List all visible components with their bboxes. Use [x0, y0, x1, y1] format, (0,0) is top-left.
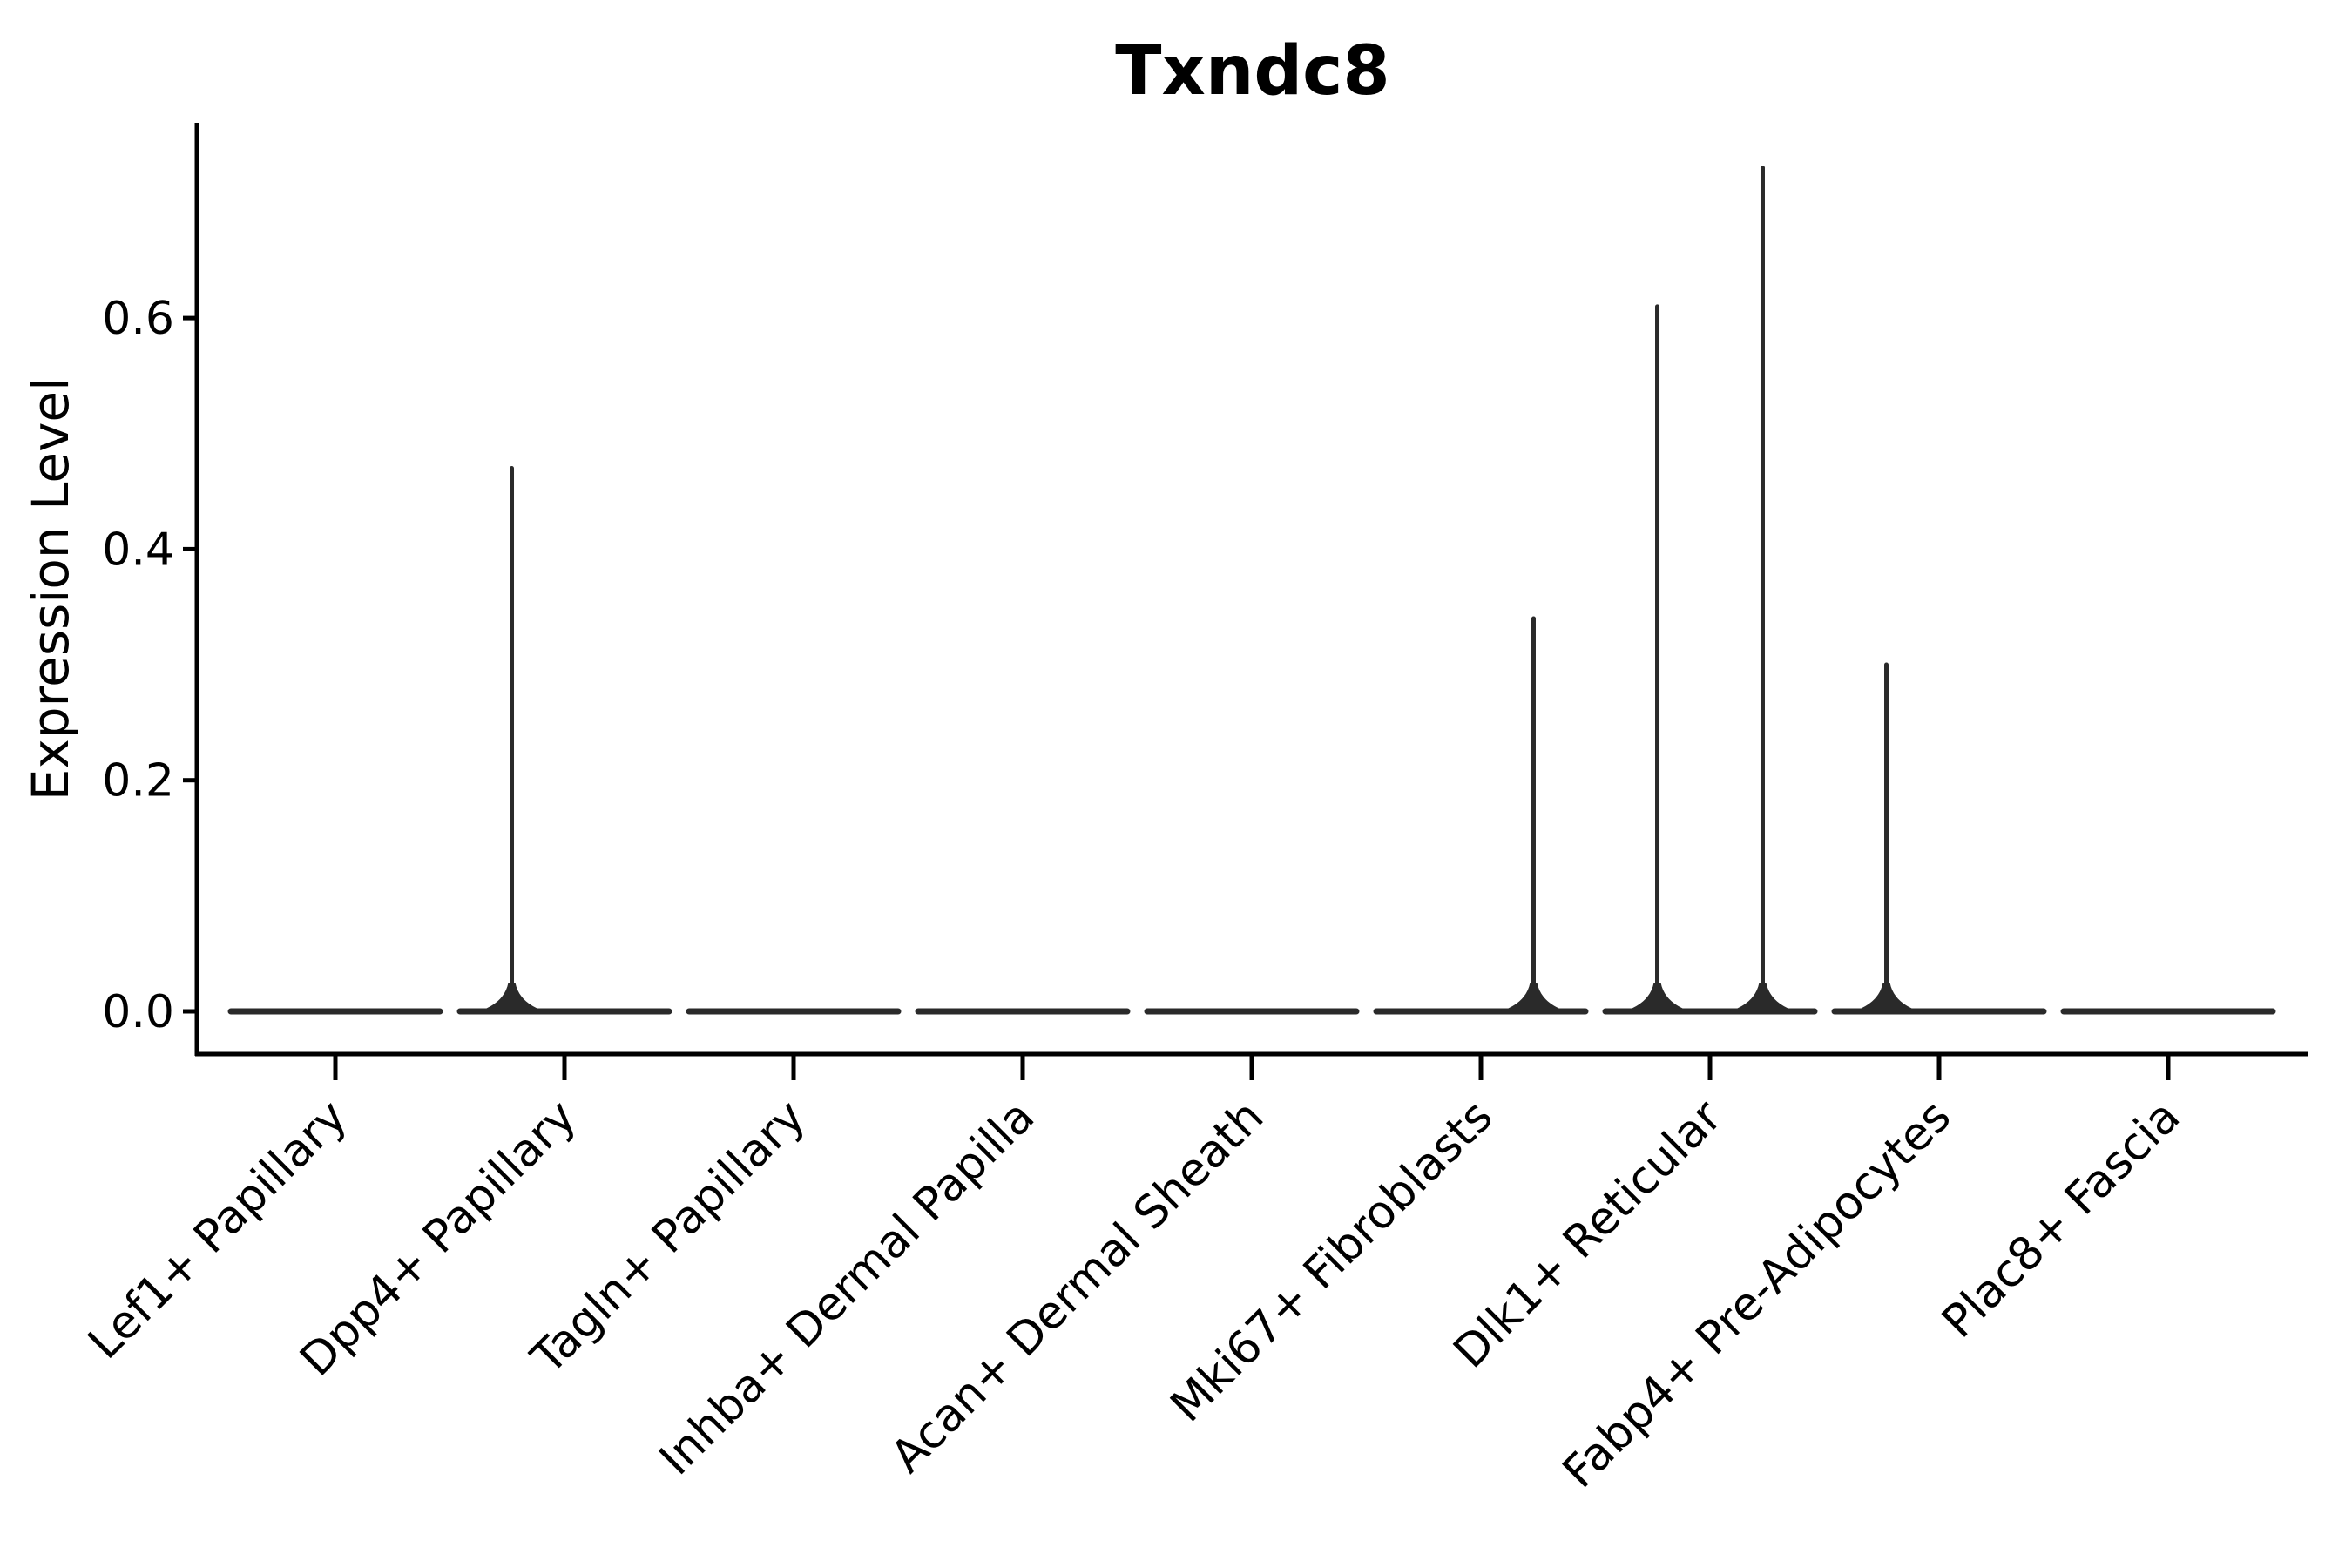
x-tick-label: Plac8+ Fascia — [1932, 1091, 2190, 1348]
y-tick-label: 0.6 — [102, 293, 174, 345]
y-tick-label: 0.2 — [102, 755, 174, 808]
x-tick-label: Inhba+ Dermal Papilla — [650, 1091, 1044, 1485]
x-tick-label: Acan+ Dermal Sheath — [882, 1091, 1274, 1484]
y-tick-label: 0.0 — [102, 986, 174, 1038]
x-tick-label: Fabp4+ Pre-Adipocytes — [1553, 1091, 1961, 1498]
y-tick-label: 0.4 — [102, 524, 174, 576]
y-axis-label: Expression Level — [21, 377, 80, 801]
chart-title: Txndc8 — [1115, 32, 1389, 111]
